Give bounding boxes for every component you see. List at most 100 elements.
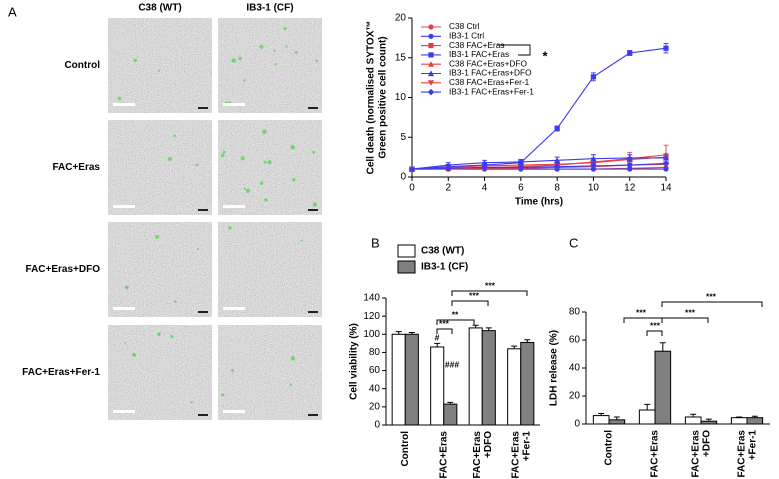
x-axis-label: Time (hrs) — [515, 197, 563, 208]
significance-label: *** — [685, 307, 696, 317]
legend-label: C38 Ctrl — [449, 21, 480, 31]
x-tick-label: Control — [604, 430, 615, 466]
micrograph-texture — [218, 18, 322, 113]
y-tick-label: 20 — [369, 401, 381, 412]
y-tick-label: 0 — [374, 420, 380, 431]
significance-label: *** — [650, 320, 661, 330]
bar — [684, 416, 702, 425]
row-label: FAC+Eras+DFO — [26, 264, 101, 275]
row-label: Control — [64, 60, 100, 71]
panel-label: B — [371, 235, 380, 250]
marker — [662, 154, 670, 161]
scale-bar — [113, 410, 135, 413]
fluorescent-cell — [263, 160, 267, 164]
fluorescent-cell — [228, 226, 232, 230]
significance-bracket — [436, 328, 453, 334]
y-tick-label: 80 — [369, 347, 381, 358]
fluorescent-cell — [300, 239, 303, 242]
scale-bar — [223, 103, 245, 106]
significance-label: *** — [469, 290, 480, 300]
fluorescent-cell — [312, 150, 316, 154]
scale-bar — [223, 205, 245, 208]
micrograph-texture — [108, 120, 212, 215]
fluorescent-cell — [283, 27, 287, 31]
marker — [626, 154, 633, 161]
y-tick-label: 80 — [569, 307, 581, 318]
series-line — [411, 162, 667, 170]
significance-label: *** — [706, 291, 717, 301]
panel-label: A — [8, 4, 17, 19]
marker — [445, 161, 452, 168]
y-tick-label: 10 — [395, 92, 407, 103]
fluorescent-cell — [132, 352, 137, 357]
legend-label: C38 FAC+Eras — [449, 40, 505, 50]
x-tick-label: Control — [400, 431, 411, 467]
scale-bar-small — [308, 107, 318, 109]
fluorescent-cell — [190, 401, 193, 404]
significance-bracket — [646, 330, 663, 336]
x-tick-label: 0 — [409, 183, 415, 194]
scale-bar — [113, 307, 135, 310]
legend-marker — [427, 88, 435, 96]
x-tick-label: 10 — [588, 183, 600, 194]
marker — [517, 164, 525, 171]
error-bar — [434, 342, 441, 347]
significance-label: *** — [439, 318, 450, 328]
bar — [520, 341, 535, 426]
fluorescent-cell — [259, 181, 264, 186]
scale-bar-small — [198, 414, 208, 416]
x-tick-label: FAC+Eras+DFO — [690, 430, 712, 478]
legend-label: IB3-1 (CF) — [421, 262, 468, 273]
column-header: C38 (WT) — [138, 3, 181, 14]
x-tick-label: 4 — [482, 183, 488, 194]
y-tick-label: 5 — [400, 132, 406, 143]
legend-label: IB3-1 Ctrl — [449, 30, 484, 40]
significance-label: ** — [452, 309, 459, 319]
bar — [746, 417, 764, 425]
fluorescent-cell — [157, 69, 161, 72]
fluorescent-cell — [124, 285, 129, 290]
fluorescent-cell — [174, 300, 177, 303]
bar — [443, 403, 458, 426]
fluorescent-cell — [173, 134, 176, 138]
marker — [627, 166, 633, 172]
legend-label: IB3-1 FAC+Eras — [449, 49, 509, 59]
fluorescent-cell — [273, 49, 276, 52]
bar — [730, 417, 748, 425]
y-axis-label: Cell viability (%) — [349, 323, 360, 400]
error-bar — [659, 342, 666, 352]
fluorescent-cell — [243, 79, 246, 82]
marker — [663, 166, 669, 172]
bar — [391, 333, 406, 426]
fluorescent-cell — [312, 202, 318, 207]
marker — [627, 50, 633, 56]
legend-marker — [428, 43, 434, 49]
y-tick-label: 20 — [395, 13, 407, 24]
legend-marker — [428, 52, 434, 58]
y-axis-label: Cell death (normalised SYTOX™ — [366, 21, 377, 175]
micrograph-texture — [218, 120, 322, 215]
micrograph-texture — [108, 325, 212, 420]
legend-label: C38 FAC+Eras+Fer-1 — [449, 77, 530, 87]
marker — [590, 74, 597, 80]
significance-bracket — [661, 301, 763, 307]
marker — [554, 157, 561, 163]
y-tick-label: 120 — [363, 311, 380, 322]
fluorescent-cell — [264, 198, 268, 202]
bar — [468, 327, 483, 426]
fluorescent-cell — [197, 247, 200, 251]
bar — [592, 415, 610, 425]
fluorescent-cell — [133, 58, 138, 63]
fluorescent-cell — [289, 383, 293, 386]
y-axis-label: Green positive cell count) — [378, 36, 389, 158]
significance-bracket — [451, 290, 528, 296]
marker — [626, 161, 634, 169]
micrograph-texture — [218, 325, 322, 420]
fluorescent-cell — [155, 234, 160, 239]
significance-label: * — [542, 48, 548, 63]
fluorescent-cell — [274, 63, 278, 66]
series-line — [411, 47, 667, 170]
scale-bar-small — [308, 209, 318, 211]
micrograph-texture — [218, 222, 322, 317]
